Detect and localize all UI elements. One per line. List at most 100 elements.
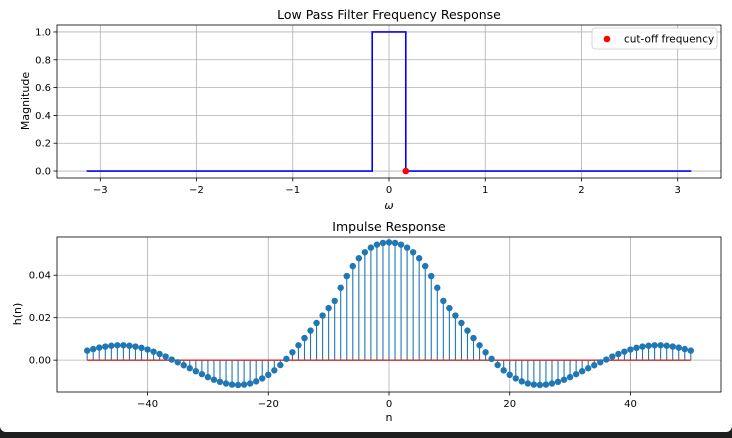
stem-marker [373,241,381,248]
stem-marker [663,342,670,349]
stem-marker [645,342,652,349]
stem-marker [168,356,175,363]
top-xtick-label: −2 [189,185,204,196]
legend-box [591,27,718,50]
stem-marker [560,376,568,383]
stem-marker [83,347,91,354]
stem-marker [246,380,254,387]
stem-marker [615,350,622,358]
stem-marker [198,370,206,378]
stem-marker [277,361,284,369]
stem-marker [361,249,369,256]
stem-marker [585,365,592,372]
frequency-response-chart: −3 −2 −1 0 1 2 3 0.0 0.2 0.4 0.6 0.8 1.0 Low Pass Fi… [19,7,722,212]
bottom-chart-title: Impulse Response [332,219,446,234]
stem-marker [234,381,242,389]
stem-marker [138,344,145,352]
stem-marker [289,349,296,356]
top-ytick-label: 0.8 [35,55,51,66]
stem-marker [313,319,320,327]
stem-marker [228,381,236,388]
stem-marker [192,367,200,375]
top-xtick-label: −3 [93,185,108,196]
stem-marker [639,343,646,350]
stem-marker [349,262,356,270]
stem-marker [174,359,181,366]
stem-marker [108,342,115,349]
stem-marker [132,343,139,350]
stem-marker [343,272,350,280]
top-y-axis-label: Magnitude [19,72,32,131]
stem-marker [452,312,459,319]
stem-marker [609,353,616,360]
stem-marker [482,349,489,356]
top-ytick-label: 0.6 [35,83,51,94]
stem-marker [120,342,127,349]
stem-marker [222,380,230,387]
bottom-x-axis-label: n [386,411,393,424]
stem-marker [530,381,538,388]
stem-marker [96,344,103,351]
top-x-axis-label: ω [384,199,393,212]
top-ytick-label: 0.4 [35,111,51,122]
stem-marker [446,304,453,312]
top-xtick-label: 2 [578,185,584,196]
bottom-xtick-label: 20 [503,399,516,410]
stem-marker [126,342,133,349]
top-xtick-label: 1 [482,185,488,196]
stem-marker [210,376,218,383]
stem-marker [494,361,501,369]
stem-marker [591,362,598,369]
magnitude-line [86,31,692,172]
stem-marker [319,312,326,319]
top-ytick-label: 1.0 [35,27,51,38]
stem-marker [367,244,375,251]
stem-marker [651,342,658,349]
stem-marker [156,350,163,358]
top-series-layer [86,31,692,175]
stem-marker [470,334,477,342]
stem-marker [240,381,248,388]
bottom-xtick-label: −40 [137,399,158,410]
stem-marker [687,347,695,354]
stem-marker [512,375,519,382]
stem-marker [355,255,363,262]
stem-marker [566,373,574,381]
stem-marker [440,297,447,305]
stem-marker [186,365,193,372]
stem-marker [271,367,278,374]
stem-marker [385,239,393,246]
stem-marker [391,239,399,247]
impulse-response-chart: −40 −20 0 20 40 0.00 0.02 0.04 Impulse Response… [11,219,722,424]
stem-marker [500,367,507,374]
stem-marker [488,355,495,363]
stem-marker [307,327,314,334]
stem-marker [548,380,556,387]
stem-marker [295,342,302,349]
cutoff-frequency-point [402,167,410,175]
stem-marker [144,346,151,353]
stem-marker [379,239,387,247]
stem-marker [657,342,664,349]
stem-marker [150,348,157,355]
stem-marker [409,249,417,256]
bottom-ytick-label: 0.00 [29,356,51,367]
stem-marker [259,375,266,382]
legend: cut-off frequency [591,27,718,50]
top-xtick-label: 3 [675,185,681,196]
stem-marker [415,255,423,262]
bottom-xtick-label: −20 [258,399,279,410]
stem-marker [518,378,525,385]
stem-marker [114,342,121,349]
stem-marker [675,344,682,351]
bottom-ytick-label: 0.04 [29,271,51,282]
bottom-ytick-label: 0.02 [29,313,51,324]
top-ytick-label: 0.2 [35,139,51,150]
stem-marker [572,370,580,378]
top-xtick-label: 0 [386,185,392,196]
stem-marker [428,272,435,280]
bottom-ticks: −40 −20 0 20 40 0.00 0.02 0.04 [29,271,637,410]
stem-marker [216,378,224,386]
bottom-xtick-label: 0 [386,399,392,410]
